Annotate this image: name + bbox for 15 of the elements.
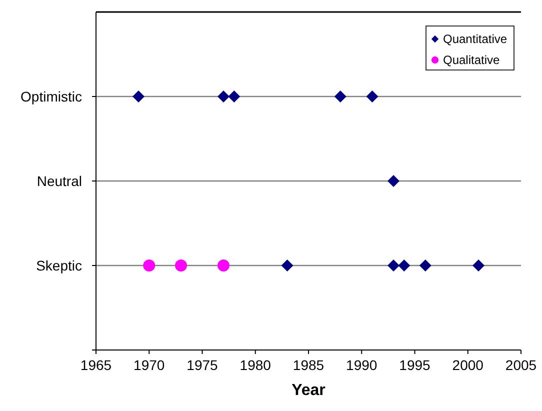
y-tick-label: Neutral bbox=[36, 173, 82, 189]
x-tick-label: 2005 bbox=[505, 357, 537, 373]
legend-label: Quantitative bbox=[443, 32, 508, 46]
x-tick-label: 1975 bbox=[186, 357, 218, 373]
legend-label: Qualitative bbox=[443, 53, 500, 67]
x-tick-label: 2000 bbox=[452, 357, 484, 373]
x-tick-label: 1970 bbox=[134, 357, 165, 373]
x-tick-label: 1990 bbox=[346, 357, 378, 373]
x-tick-label: 1995 bbox=[399, 357, 431, 373]
x-axis-title: Year bbox=[292, 382, 326, 399]
x-tick-label: 1980 bbox=[240, 357, 272, 373]
y-tick-label: Skeptic bbox=[36, 258, 82, 274]
y-tick-label: Optimistic bbox=[20, 88, 82, 104]
x-tick-label: 1985 bbox=[292, 357, 324, 373]
x-tick-label: 1965 bbox=[80, 357, 112, 373]
